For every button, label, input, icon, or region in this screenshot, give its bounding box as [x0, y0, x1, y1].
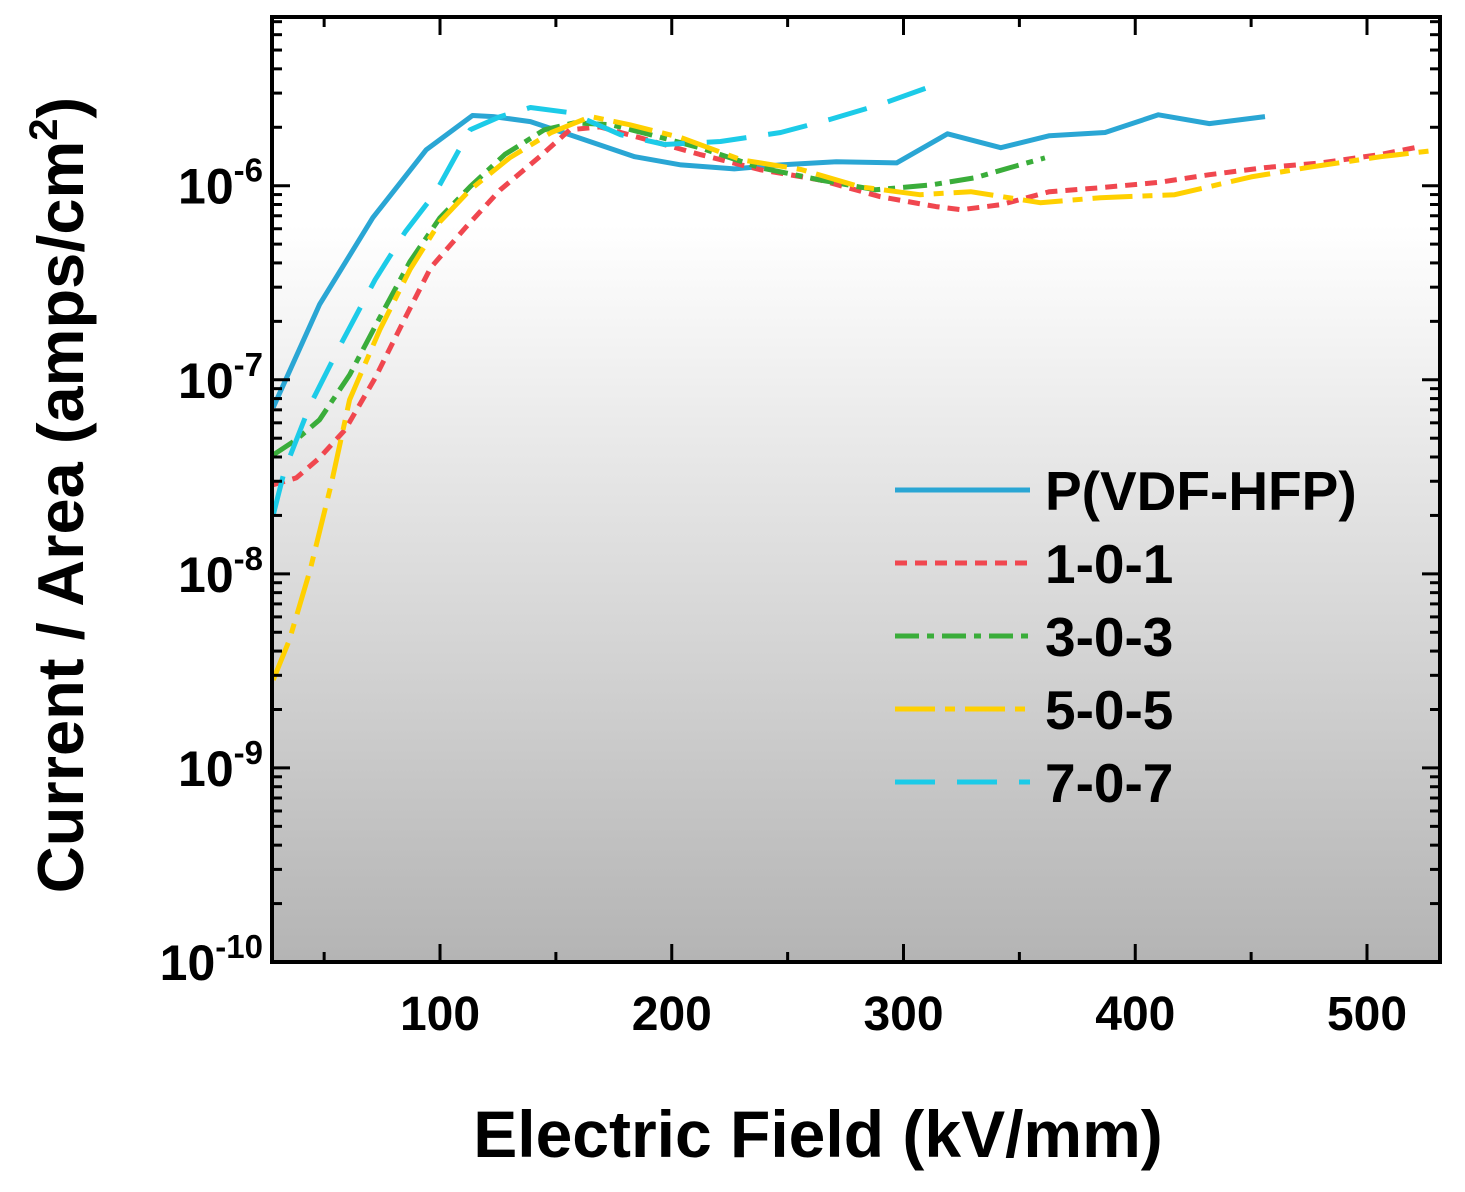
y-tick-label-base: 10 [178, 547, 234, 603]
legend-label: 3-0-3 [1045, 606, 1173, 668]
y-tick-label-exponent: -6 [234, 152, 263, 189]
legend-label: P(VDF-HFP) [1045, 460, 1357, 522]
x-tick-label: 500 [1327, 988, 1407, 1041]
y-tick-label: 10-7 [178, 346, 263, 409]
y-axis-title: Current / Area (amps/cm2) [22, 97, 97, 893]
plot-background [272, 17, 1440, 962]
x-tick-label: 400 [1095, 988, 1175, 1041]
y-tick-label-base: 10 [178, 353, 234, 409]
series-line-1-0-1 [272, 124, 1421, 488]
series-line-5-0-5 [272, 114, 1440, 681]
legend-item-7-0-7: 7-0-7 [895, 752, 1173, 814]
y-tick-label-exponent: -8 [234, 540, 263, 577]
y-axis-title-superscript: 2 [22, 118, 66, 140]
y-tick-label: 10-6 [178, 152, 263, 215]
y-axis-title-end: ) [24, 97, 97, 119]
x-tick-label: 200 [632, 988, 712, 1041]
x-tick-labels: 100 200 300 400 500 [400, 988, 1407, 1041]
y-tick-label-exponent: -9 [234, 734, 263, 771]
y-tick-label: 10-9 [178, 734, 263, 797]
series-layer [272, 82, 1440, 681]
series-line-p-vdf-hfp [272, 112, 1266, 409]
y-axis-title-main: Current / Area (amps/cm [24, 141, 97, 894]
plot-frame [270, 15, 1442, 964]
y-tick-label-exponent: -7 [234, 346, 263, 383]
y-tick-label-exponent: -10 [215, 928, 263, 965]
legend-item-1-0-1: 1-0-1 [895, 533, 1173, 595]
legend-item-5-0-5: 5-0-5 [895, 679, 1173, 741]
series-line-7-0-7 [272, 82, 937, 516]
legend: P(VDF-HFP) 1-0-1 3-0-3 5-0-5 7-0-7 [895, 460, 1357, 814]
x-tick-label: 300 [863, 988, 943, 1041]
y-tick-label-base: 10 [178, 159, 234, 215]
x-axis-title: Electric Field (kV/mm) [473, 1097, 1163, 1171]
y-tick-label-base: 10 [178, 741, 234, 797]
y-tick-label: 10-10 [160, 928, 263, 991]
y-tick-label-base: 10 [160, 935, 216, 991]
legend-item-p-vdf-hfp: P(VDF-HFP) [895, 460, 1357, 522]
legend-label: 5-0-5 [1045, 679, 1173, 741]
legend-label: 7-0-7 [1045, 752, 1173, 814]
legend-item-3-0-3: 3-0-3 [895, 606, 1173, 668]
x-tick-label: 100 [400, 988, 480, 1041]
y-tick-label: 10-8 [178, 540, 263, 603]
legend-label: 1-0-1 [1045, 533, 1173, 595]
